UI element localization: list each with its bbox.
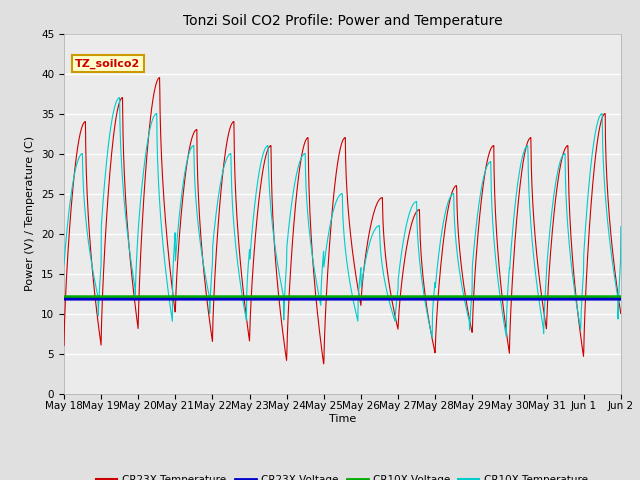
X-axis label: Time: Time [329, 414, 356, 424]
Y-axis label: Power (V) / Temperature (C): Power (V) / Temperature (C) [26, 136, 35, 291]
Legend: CR23X Temperature, CR23X Voltage, CR10X Voltage, CR10X Temperature: CR23X Temperature, CR23X Voltage, CR10X … [92, 471, 593, 480]
Title: Tonzi Soil CO2 Profile: Power and Temperature: Tonzi Soil CO2 Profile: Power and Temper… [182, 14, 502, 28]
Text: TZ_soilco2: TZ_soilco2 [75, 59, 140, 69]
